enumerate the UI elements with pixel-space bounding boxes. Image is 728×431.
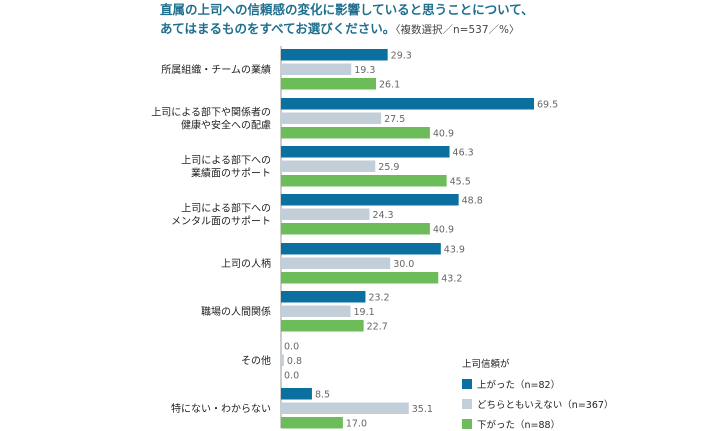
data-label: 40.9: [433, 225, 454, 236]
data-label: 45.5: [450, 177, 471, 188]
bar-up: [281, 291, 366, 303]
data-label: 22.7: [367, 322, 388, 333]
data-label: 43.9: [444, 245, 465, 256]
legend-label: 上がった（n=82）: [477, 379, 560, 391]
bar-down: [281, 78, 377, 90]
data-label: 40.9: [433, 129, 454, 140]
legend-swatch-neutral: [462, 399, 472, 409]
title-line-2: あてはまるものをすべてお選びください。〈複数選択／n=537／%〉: [160, 19, 720, 40]
bar-up: [281, 146, 450, 158]
data-label: 0.0: [284, 342, 299, 353]
category-label: 所属組織・チームの業績: [161, 63, 271, 76]
bar-down: [281, 127, 430, 139]
bar-up: [281, 243, 441, 255]
bar-neutral: [281, 402, 409, 414]
bar-down: [281, 175, 447, 187]
data-label: 43.2: [441, 274, 462, 285]
category-label: 上司による部下や関係者の: [151, 105, 271, 118]
data-label: 27.5: [384, 114, 405, 125]
bar-neutral: [281, 160, 376, 172]
data-label: 25.9: [378, 162, 399, 173]
bar-up: [281, 49, 388, 61]
bar-up: [281, 194, 459, 206]
data-label: 23.2: [368, 293, 389, 304]
data-label: 35.1: [412, 404, 433, 415]
data-label: 19.1: [354, 307, 375, 318]
bar-down: [281, 417, 343, 429]
bar-down: [281, 223, 430, 235]
data-label: 26.1: [379, 80, 400, 91]
bar-down: [281, 320, 364, 332]
category-label: その他: [241, 354, 271, 367]
bar-down: [281, 272, 439, 284]
legend-label: どちらともいえない（n=367）: [477, 399, 613, 411]
bars-layer: 29.3 19.3 26.1 69.5 27.5 40.9 46.3 25.9 45.5 48.8…: [281, 49, 558, 430]
bar-up: [281, 388, 312, 400]
bar-neutral: [281, 305, 351, 317]
title-line-2-text: あてはまるものをすべてお選びください。: [160, 21, 396, 36]
legend-swatch-up: [462, 379, 472, 389]
data-label: 29.3: [391, 51, 412, 62]
category-label: 業績面のサポート: [191, 166, 271, 179]
chart-title: 直属の上司への信頼感の変化に影響していると思うことについて、 あてはまるものをす…: [160, 0, 720, 40]
data-label: 17.0: [346, 419, 367, 430]
legend-swatch-down: [462, 419, 472, 429]
category-label: 特にない・わからない: [171, 403, 271, 415]
category-label: 上司による部下への: [181, 153, 271, 166]
data-label: 8.5: [315, 390, 330, 401]
bar-neutral: [281, 354, 284, 366]
bar-up: [281, 98, 534, 110]
data-label: 69.5: [537, 100, 558, 111]
bar-neutral: [281, 63, 352, 75]
data-label: 0.8: [287, 356, 302, 367]
category-label: 職場の人間関係: [201, 305, 271, 318]
title-line-1: 直属の上司への信頼感の変化に影響していると思うことについて、: [160, 2, 534, 17]
category-label: 上司による部下への: [181, 201, 271, 214]
legend-title: 上司信頼が: [462, 358, 510, 370]
data-label: 0.0: [284, 371, 299, 382]
bar-neutral: [281, 112, 382, 124]
legend-label: 下がった（n=88）: [477, 419, 560, 431]
data-label: 48.8: [462, 196, 483, 207]
data-label: 19.3: [354, 65, 375, 76]
category-label: 健康や安全への配慮: [181, 118, 271, 131]
data-label: 46.3: [453, 148, 474, 159]
axis-layer: 所属組織・チームの業績上司による部下や関係者の健康や安全への配慮上司による部下へ…: [151, 46, 282, 428]
category-label: 上司の人柄: [221, 257, 271, 270]
data-label: 24.3: [372, 210, 393, 221]
title-note: 〈複数選択／n=537／%〉: [395, 24, 520, 36]
category-label: メンタル面のサポート: [171, 215, 271, 227]
data-label: 30.0: [393, 259, 414, 270]
bar-neutral: [281, 208, 370, 220]
bar-neutral: [281, 257, 391, 269]
